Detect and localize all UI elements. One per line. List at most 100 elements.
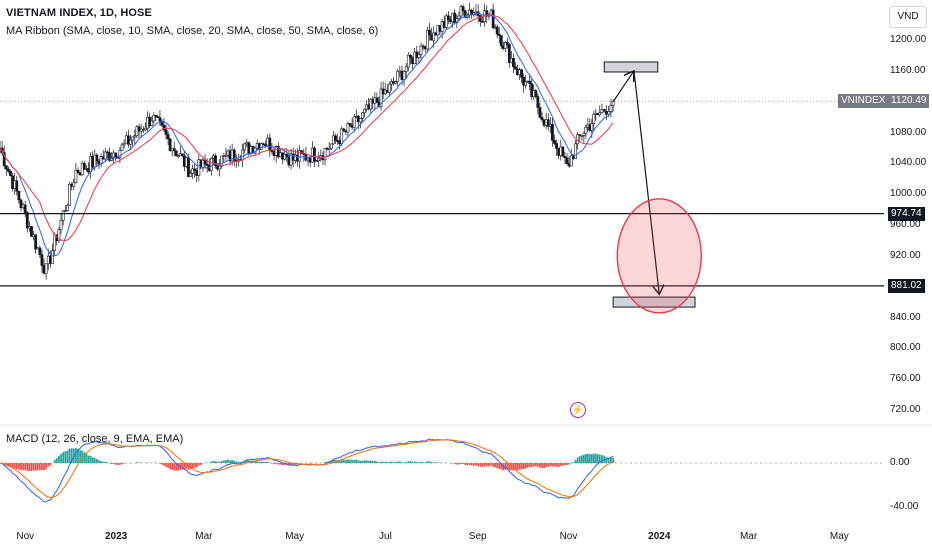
macd-histogram-bar	[146, 462, 149, 463]
price-axis-tick: 1080.00	[890, 126, 927, 138]
macd-histogram-bar	[55, 458, 58, 463]
macd-histogram-bar	[568, 463, 571, 465]
macd-histogram-bar	[610, 457, 612, 463]
macd-histogram-bar	[81, 450, 84, 463]
price-axis-tick: 1000.00	[890, 188, 927, 200]
macd-histogram-bar	[555, 463, 558, 467]
target-box-3	[612, 296, 696, 308]
time-axis-tick: Nov	[559, 531, 578, 542]
candle	[300, 150, 304, 154]
candle	[114, 152, 118, 159]
macd-histogram-bar	[545, 463, 548, 468]
chart-title: VIETNAM INDEX, 1D, HOSE	[6, 7, 152, 19]
time-axis-tick: May	[285, 531, 305, 542]
macd-histogram-bar	[195, 463, 198, 468]
macd-histogram-bar	[359, 460, 362, 463]
candle	[329, 143, 333, 149]
macd-histogram-bar	[298, 463, 301, 464]
macd-histogram-bar	[380, 461, 382, 463]
candle	[503, 42, 507, 49]
candle	[495, 26, 499, 35]
candle	[262, 143, 265, 146]
candle	[507, 44, 511, 64]
macd-histogram-bar	[561, 463, 564, 466]
candle	[313, 147, 316, 162]
support-upper-tag: 974.74	[888, 206, 925, 221]
candle	[553, 140, 556, 144]
candle	[358, 118, 362, 123]
macd-histogram-bar	[365, 460, 368, 463]
target-box-0	[603, 61, 659, 73]
candle	[428, 29, 431, 36]
macd-histogram-bar	[222, 460, 225, 463]
candle	[455, 18, 459, 24]
macd-histogram-bar	[264, 461, 267, 463]
candle	[317, 157, 321, 162]
macd-histogram-bar	[110, 463, 113, 464]
macd-histogram-bar	[516, 463, 519, 471]
symbol-tag: VNINDEX	[838, 94, 889, 109]
macd-histogram-bar	[417, 462, 420, 463]
macd-histogram-bar	[26, 463, 29, 471]
candle	[444, 15, 448, 28]
candle	[342, 128, 346, 132]
macd-histogram-bar	[45, 463, 48, 469]
price-axis-tick: 840.00	[890, 311, 921, 323]
candle	[419, 45, 423, 55]
macd-histogram-bar	[210, 461, 213, 463]
candle	[520, 69, 523, 78]
candle	[76, 169, 80, 174]
macd-histogram-bar	[349, 459, 351, 463]
candle	[220, 155, 224, 167]
macd-histogram-bar	[386, 462, 389, 463]
candle	[38, 247, 42, 255]
macd-histogram-bar	[235, 461, 238, 463]
macd-histogram-bar	[528, 463, 531, 467]
candle	[459, 6, 463, 17]
macd-histogram-bar	[102, 461, 105, 463]
macd-histogram-bar	[405, 462, 408, 463]
time-axis-tick: Sep	[468, 531, 487, 542]
candle	[232, 149, 236, 161]
candle	[158, 117, 162, 122]
macd-histogram-bar	[169, 463, 172, 470]
macd-histogram-bar	[361, 460, 364, 463]
macd-histogram-bar	[332, 459, 335, 463]
macd-histogram-bar	[11, 463, 14, 469]
macd-histogram-bar	[580, 455, 583, 463]
macd-histogram-bar	[422, 462, 425, 463]
lightning-bolt-icon[interactable]: ⚡	[570, 402, 586, 418]
macd-histogram-bar	[91, 457, 94, 463]
macd-histogram-bar	[564, 463, 566, 466]
macd-histogram-bar	[498, 463, 501, 469]
macd-histogram-bar	[159, 463, 161, 464]
candle	[15, 180, 19, 192]
candle	[9, 171, 12, 177]
candle	[172, 148, 176, 152]
macd-histogram-bar	[227, 459, 229, 463]
macd-histogram-bar	[432, 462, 435, 463]
macd-histogram-bar	[252, 461, 254, 463]
candle	[565, 157, 569, 164]
price-axis-tick: 760.00	[890, 373, 921, 385]
macd-histogram-bar	[324, 462, 326, 463]
time-axis-tick: May	[829, 531, 849, 542]
candle	[576, 134, 580, 145]
currency-button[interactable]: VND	[889, 6, 927, 28]
candle	[369, 99, 373, 110]
macd-histogram-bar	[572, 462, 575, 463]
macd-histogram-bar	[396, 461, 399, 463]
macd-histogram-bar	[601, 454, 603, 463]
candle	[270, 150, 274, 152]
candle	[538, 107, 542, 118]
macd-histogram-bar	[292, 463, 295, 465]
macd-histogram-bar	[38, 463, 41, 470]
candle	[103, 151, 107, 160]
ma-ribbon-legend: MA Ribbon (SMA, close, 10, SMA, close, 2…	[6, 25, 379, 37]
candle	[512, 57, 515, 68]
macd-histogram-bar	[394, 462, 397, 463]
macd-histogram-bar	[283, 463, 286, 465]
macd-histogram-bar	[340, 459, 343, 463]
macd-histogram-bar	[24, 463, 27, 471]
candle	[189, 173, 192, 177]
